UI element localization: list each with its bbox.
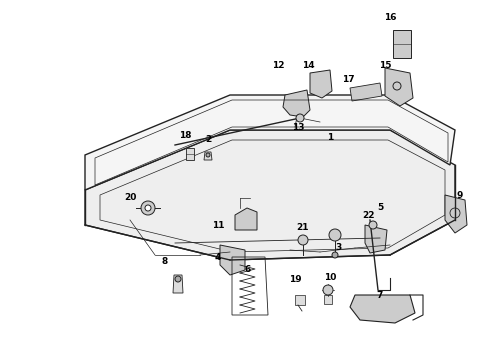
Polygon shape <box>186 148 194 160</box>
Polygon shape <box>85 95 455 190</box>
Text: 19: 19 <box>289 275 301 284</box>
Text: 22: 22 <box>362 211 374 220</box>
Circle shape <box>141 201 155 215</box>
Circle shape <box>369 221 377 229</box>
Text: 16: 16 <box>384 13 396 22</box>
Polygon shape <box>204 152 212 160</box>
Text: 7: 7 <box>377 291 383 300</box>
Circle shape <box>332 252 338 258</box>
Text: 5: 5 <box>377 202 383 211</box>
Text: 12: 12 <box>272 60 284 69</box>
Polygon shape <box>235 208 257 230</box>
Polygon shape <box>350 83 382 101</box>
Text: 2: 2 <box>205 135 211 144</box>
Text: 1: 1 <box>327 134 333 143</box>
Polygon shape <box>310 70 332 98</box>
Polygon shape <box>393 30 411 58</box>
Polygon shape <box>220 245 245 275</box>
Text: 20: 20 <box>124 194 136 202</box>
Text: 8: 8 <box>162 257 168 266</box>
Text: 4: 4 <box>215 253 221 262</box>
Text: 9: 9 <box>457 190 463 199</box>
Text: 15: 15 <box>379 60 391 69</box>
Polygon shape <box>295 295 305 305</box>
Text: 13: 13 <box>292 123 304 132</box>
Polygon shape <box>173 275 183 293</box>
Polygon shape <box>85 130 455 260</box>
Polygon shape <box>350 295 415 323</box>
Circle shape <box>329 229 341 241</box>
Text: 21: 21 <box>296 224 308 233</box>
Text: 10: 10 <box>324 274 336 283</box>
Circle shape <box>175 276 181 282</box>
Polygon shape <box>283 90 310 117</box>
Text: 11: 11 <box>212 220 224 230</box>
Polygon shape <box>445 195 467 233</box>
Polygon shape <box>365 225 387 253</box>
Polygon shape <box>324 295 332 304</box>
Text: 18: 18 <box>179 130 191 139</box>
Circle shape <box>298 235 308 245</box>
Circle shape <box>296 114 304 122</box>
Circle shape <box>206 153 210 157</box>
Text: 14: 14 <box>302 60 314 69</box>
Text: 3: 3 <box>335 243 341 252</box>
Circle shape <box>323 285 333 295</box>
Polygon shape <box>385 68 413 106</box>
Text: 6: 6 <box>245 266 251 274</box>
Text: 17: 17 <box>342 76 354 85</box>
Circle shape <box>145 205 151 211</box>
